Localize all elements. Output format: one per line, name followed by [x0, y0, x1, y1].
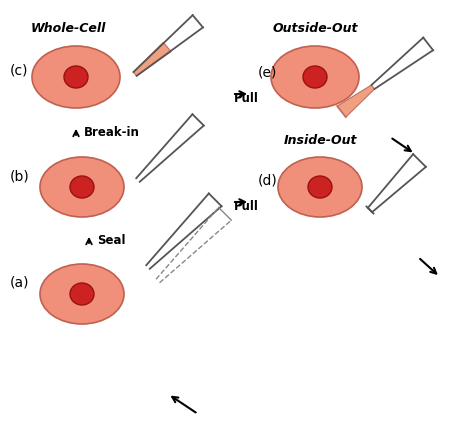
Ellipse shape	[40, 264, 124, 324]
Polygon shape	[133, 42, 171, 76]
Text: (b): (b)	[10, 169, 30, 183]
Text: Seal: Seal	[97, 233, 126, 247]
Ellipse shape	[70, 283, 94, 305]
Ellipse shape	[70, 176, 94, 198]
Text: Pull: Pull	[234, 200, 259, 213]
Text: Pull: Pull	[234, 92, 259, 105]
Text: Break-in: Break-in	[84, 126, 140, 138]
Ellipse shape	[271, 46, 359, 108]
Polygon shape	[337, 85, 374, 117]
Text: Whole-Cell: Whole-Cell	[30, 22, 106, 35]
Text: (a): (a)	[10, 276, 29, 290]
Ellipse shape	[32, 46, 120, 108]
Text: (e): (e)	[258, 66, 277, 80]
Text: (c): (c)	[10, 63, 28, 77]
Text: Outside-Out: Outside-Out	[272, 22, 358, 35]
Ellipse shape	[40, 157, 124, 217]
Text: Inside-Out: Inside-Out	[283, 134, 357, 147]
Ellipse shape	[308, 176, 332, 198]
Ellipse shape	[303, 66, 327, 88]
Text: (d): (d)	[258, 173, 278, 187]
Ellipse shape	[278, 157, 362, 217]
Ellipse shape	[64, 66, 88, 88]
